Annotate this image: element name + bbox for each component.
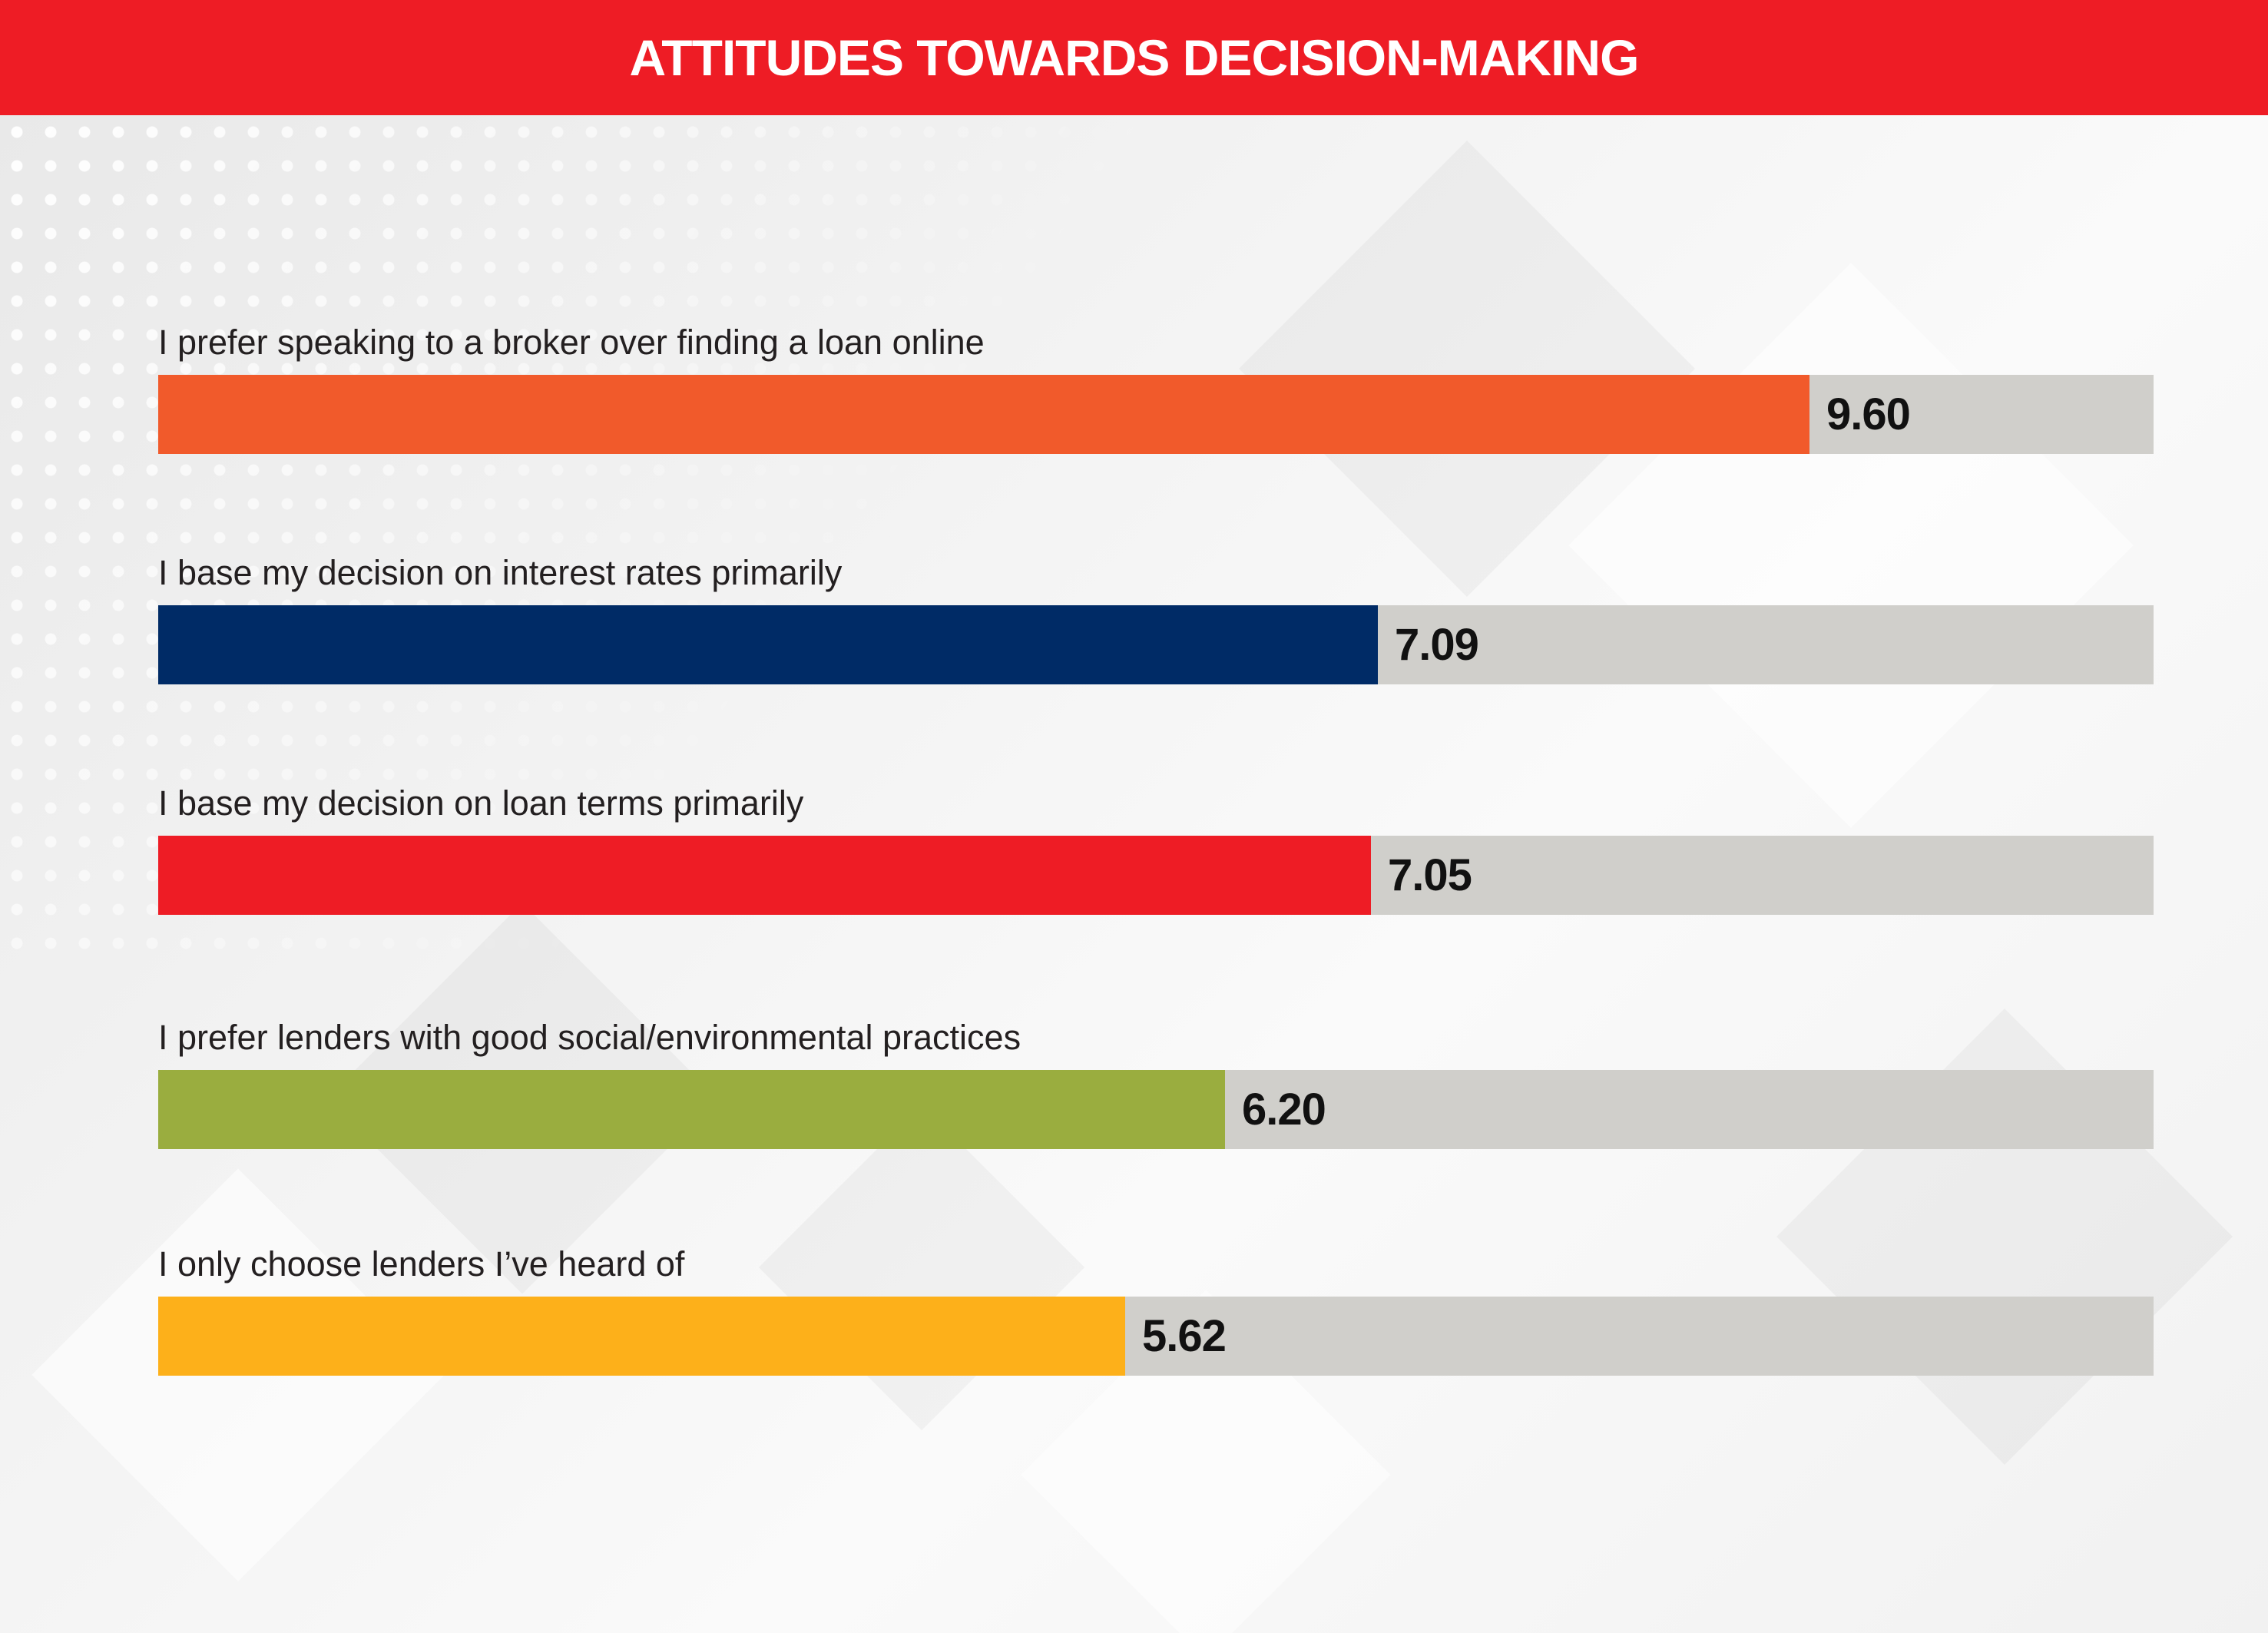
- bar-category-label: I base my decision on loan terms primari…: [158, 783, 804, 823]
- bar-value-label: 5.62: [1142, 1311, 1227, 1361]
- bar-category-label: I prefer speaking to a broker over findi…: [158, 323, 985, 362]
- bar-value-label: 7.09: [1395, 620, 1479, 670]
- bar-value-label: 7.05: [1388, 850, 1472, 900]
- bar-category-label: I base my decision on interest rates pri…: [158, 553, 843, 592]
- bar: [158, 1070, 1225, 1149]
- chart-title: ATTITUDES TOWARDS DECISION-MAKING: [629, 29, 1640, 86]
- bar-track: 5.62: [158, 1297, 2154, 1376]
- bar-category-label: I only choose lenders I’ve heard of: [158, 1244, 685, 1284]
- dot-pattern: [0, 115, 1152, 960]
- bar: [158, 605, 1378, 684]
- bar-track: 9.60: [158, 375, 2154, 454]
- bar: [158, 836, 1371, 915]
- bar-track: 7.05: [158, 836, 2154, 915]
- bar-value-label: 9.60: [1826, 389, 1911, 439]
- bar-category-label: I prefer lenders with good social/enviro…: [158, 1018, 1021, 1057]
- bar-value-label: 6.20: [1242, 1085, 1326, 1134]
- bar: [158, 375, 1809, 454]
- bar-track: 7.09: [158, 605, 2154, 684]
- bar: [158, 1297, 1125, 1376]
- bar-track: 6.20: [158, 1070, 2154, 1149]
- header-banner: ATTITUDES TOWARDS DECISION-MAKING: [0, 0, 2268, 115]
